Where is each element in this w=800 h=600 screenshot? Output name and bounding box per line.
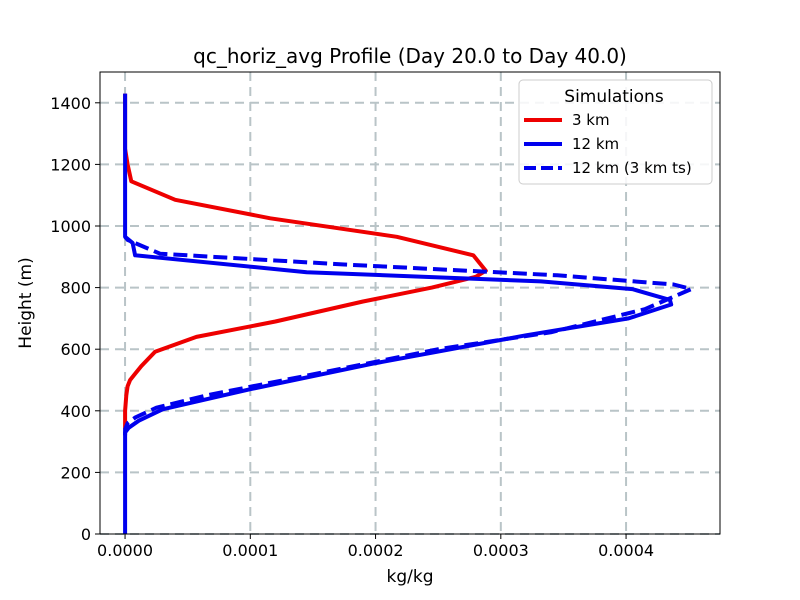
legend: Simulations 3 km 12 km 12 km (3 km ts) xyxy=(518,79,713,185)
series-line-0 xyxy=(123,93,488,430)
x-tick-label: 0.0004 xyxy=(598,541,654,560)
x-tick-label: 0.0002 xyxy=(348,541,404,560)
series-line-1 xyxy=(123,93,674,534)
x-tick-label: 0.0001 xyxy=(222,541,278,560)
plot-frame xyxy=(99,71,721,535)
legend-box xyxy=(518,79,713,185)
x-axis-label: kg/kg xyxy=(387,567,434,587)
legend-items: 3 km 12 km 12 km (3 km ts) xyxy=(524,111,692,177)
x-tick-label: 0.0000 xyxy=(97,541,153,560)
y-tick-label: 0 xyxy=(81,525,91,544)
legend-title: Simulations xyxy=(564,87,664,107)
chart-title: qc_horiz_avg Profile (Day 20.0 to Day 40… xyxy=(193,44,627,68)
legend-label-0: 3 km xyxy=(572,111,610,129)
y-tick-label: 600 xyxy=(60,340,91,359)
y-tick-label: 200 xyxy=(60,463,91,482)
legend-label-2: 12 km (3 km ts) xyxy=(572,159,692,177)
series-line-2 xyxy=(123,235,694,436)
x-tick-label: 0.0003 xyxy=(473,541,529,560)
x-axis-ticks: 0.0000 0.0001 0.0002 0.0003 0.0004 xyxy=(97,534,654,560)
y-tick-label: 400 xyxy=(60,402,91,421)
y-tick-label: 1200 xyxy=(50,155,91,174)
y-axis-ticks: 0 200 400 600 800 1000 1200 1400 xyxy=(50,94,100,544)
legend-label-1: 12 km xyxy=(572,135,619,153)
y-tick-label: 800 xyxy=(60,279,91,298)
y-tick-label: 1400 xyxy=(50,94,91,113)
y-tick-label: 1000 xyxy=(50,217,91,236)
series-layer xyxy=(123,93,694,534)
y-axis-label: Height (m) xyxy=(16,257,36,348)
